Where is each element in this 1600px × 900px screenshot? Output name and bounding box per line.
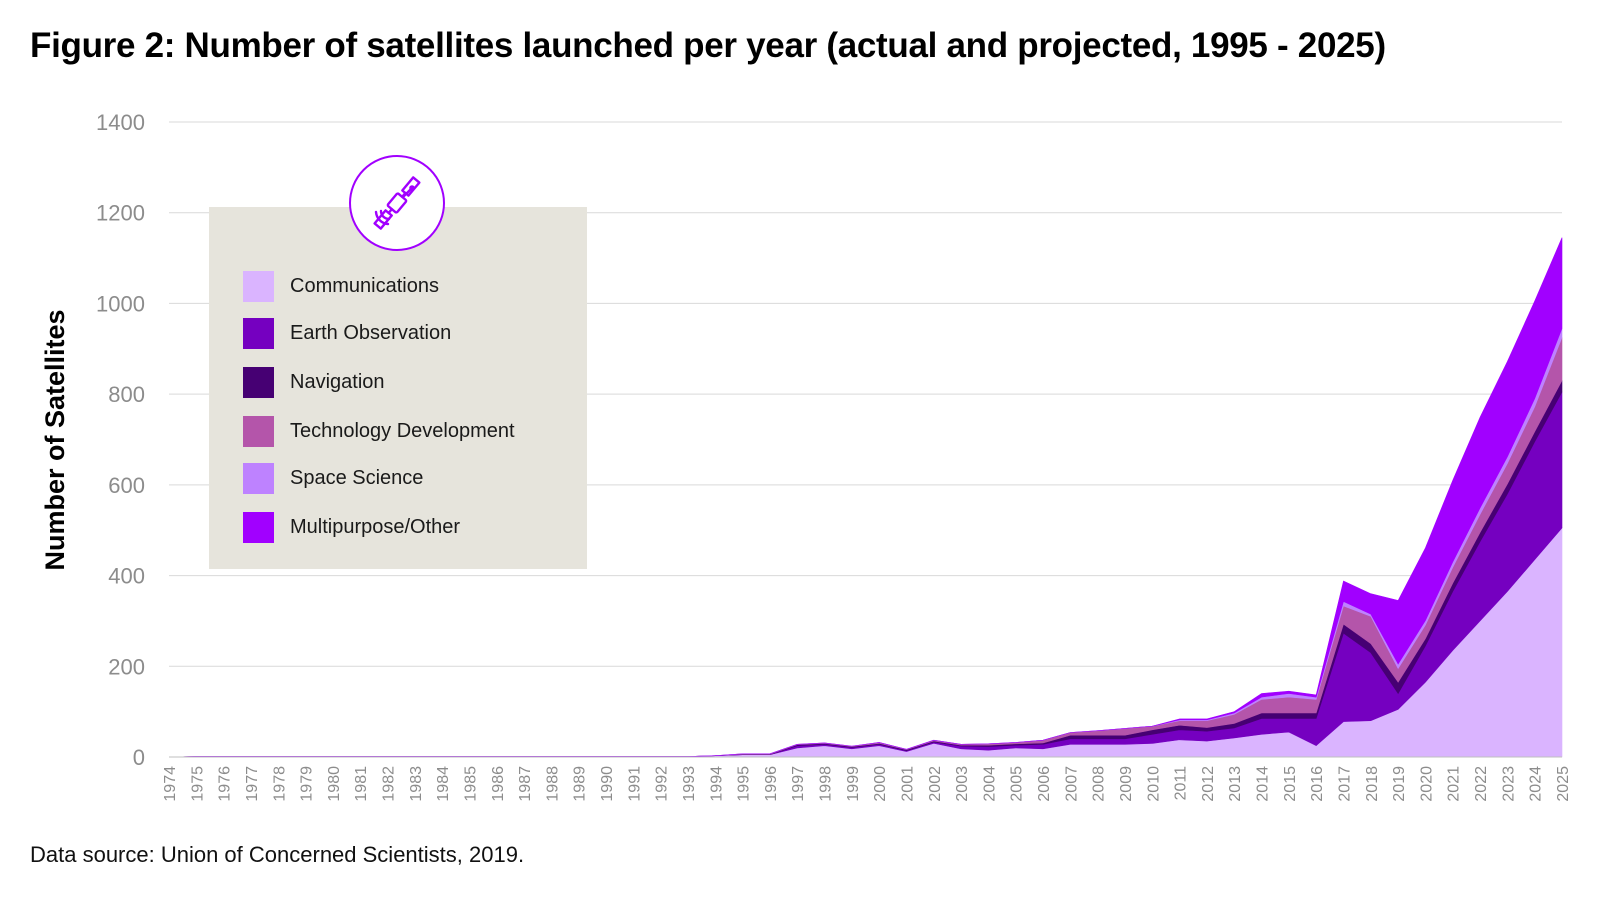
legend-item-earth-observation: Earth Observation — [243, 317, 451, 349]
x-tick-label: 1993 — [681, 766, 698, 802]
x-tick-label: 1996 — [763, 766, 780, 802]
x-tick-label: 2020 — [1418, 766, 1435, 802]
x-tick-label: 1975 — [189, 766, 206, 802]
x-tick-label: 1981 — [353, 766, 370, 802]
x-tick-label: 1976 — [217, 766, 234, 802]
x-tick-label: 1990 — [599, 766, 616, 802]
legend-item-communications: Communications — [243, 270, 439, 302]
x-tick-label: 2023 — [1500, 766, 1517, 802]
legend-label: Communications — [290, 274, 439, 297]
legend-item-technology-development: Technology Development — [243, 415, 515, 447]
x-tick-label: 1977 — [244, 766, 261, 802]
x-tick-label: 1988 — [544, 766, 561, 802]
legend-label: Navigation — [290, 370, 385, 393]
x-tick-label: 1984 — [435, 766, 452, 802]
x-tick-label: 1998 — [818, 766, 835, 802]
data-source-note: Data source: Union of Concerned Scientis… — [30, 842, 525, 867]
satellite-badge — [349, 155, 445, 251]
legend-item-space-science: Space Science — [243, 462, 423, 494]
legend: Communications Earth Observation Navigat… — [209, 207, 587, 569]
legend-item-navigation: Navigation — [243, 366, 385, 398]
x-tick-label: 1999 — [845, 766, 862, 802]
x-tick-label: 2000 — [872, 766, 889, 802]
x-tick-label: 2015 — [1282, 766, 1299, 802]
x-tick-label: 2014 — [1255, 766, 1272, 802]
x-tick-label: 2013 — [1227, 766, 1244, 802]
x-tick-label: 1995 — [736, 766, 753, 802]
x-tick-label: 2002 — [927, 766, 944, 802]
x-tick-label: 2025 — [1555, 766, 1572, 802]
x-tick-label: 1991 — [626, 766, 643, 802]
legend-label: Technology Development — [290, 419, 515, 442]
legend-label: Multipurpose/Other — [290, 515, 461, 538]
x-tick-label: 1987 — [517, 766, 534, 802]
x-tick-label: 2011 — [1173, 766, 1190, 801]
legend-item-multipurpose-other: Multipurpose/Other — [243, 511, 460, 543]
x-tick-label: 1982 — [381, 766, 398, 802]
x-tick-label: 2016 — [1309, 766, 1326, 802]
chart-title: Figure 2: Number of satellites launched … — [30, 26, 1386, 65]
x-tick-label: 2006 — [1036, 766, 1053, 802]
x-tick-label: 1989 — [572, 766, 589, 802]
legend-swatch — [243, 462, 274, 494]
y-tick-label: 400 — [108, 564, 145, 589]
y-tick-label: 1000 — [96, 291, 145, 316]
x-tick-label: 1985 — [462, 766, 479, 802]
x-tick-label: 2017 — [1336, 766, 1353, 802]
x-tick-label: 2021 — [1446, 766, 1463, 802]
x-tick-label: 1979 — [299, 766, 316, 802]
x-tick-label: 1994 — [708, 766, 725, 802]
y-tick-label: 200 — [108, 654, 145, 679]
x-tick-label: 2001 — [899, 766, 916, 802]
x-tick-label: 1980 — [326, 766, 343, 802]
x-tick-label: 2008 — [1091, 766, 1108, 802]
x-tick-label: 2009 — [1118, 766, 1135, 802]
x-tick-label: 2018 — [1364, 766, 1381, 802]
x-tick-label: 2022 — [1473, 766, 1490, 802]
y-tick-label: 600 — [108, 473, 145, 498]
y-tick-label: 800 — [108, 382, 145, 407]
x-tick-label: 1986 — [490, 766, 507, 802]
x-tick-label: 2007 — [1063, 766, 1080, 802]
legend-swatch — [243, 270, 274, 302]
x-tick-label: 2005 — [1009, 766, 1026, 802]
legend-label: Space Science — [290, 466, 424, 489]
y-tick-label: 0 — [133, 745, 145, 770]
legend-swatch — [243, 415, 274, 447]
y-tick-label: 1200 — [96, 201, 145, 226]
x-tick-label: 2010 — [1145, 766, 1162, 802]
legend-label: Earth Observation — [290, 321, 452, 344]
legend-swatch — [243, 366, 274, 398]
satellite-icon — [373, 176, 421, 230]
x-tick-label: 2003 — [954, 766, 971, 802]
x-tick-label: 2012 — [1200, 766, 1217, 802]
x-tick-label: 1997 — [790, 766, 807, 802]
x-tick-label: 1992 — [654, 766, 671, 802]
x-tick-label: 1978 — [271, 766, 288, 802]
y-axis-label: Number of Satellites — [40, 309, 70, 570]
x-tick-label: 2019 — [1391, 766, 1408, 802]
legend-swatch — [243, 511, 274, 543]
x-tick-label: 2004 — [981, 766, 998, 802]
x-tick-label: 1974 — [162, 766, 179, 802]
legend-swatch — [243, 317, 274, 349]
y-tick-label: 1400 — [96, 110, 145, 135]
x-tick-label: 2024 — [1528, 766, 1545, 802]
x-tick-label: 1983 — [408, 766, 425, 802]
